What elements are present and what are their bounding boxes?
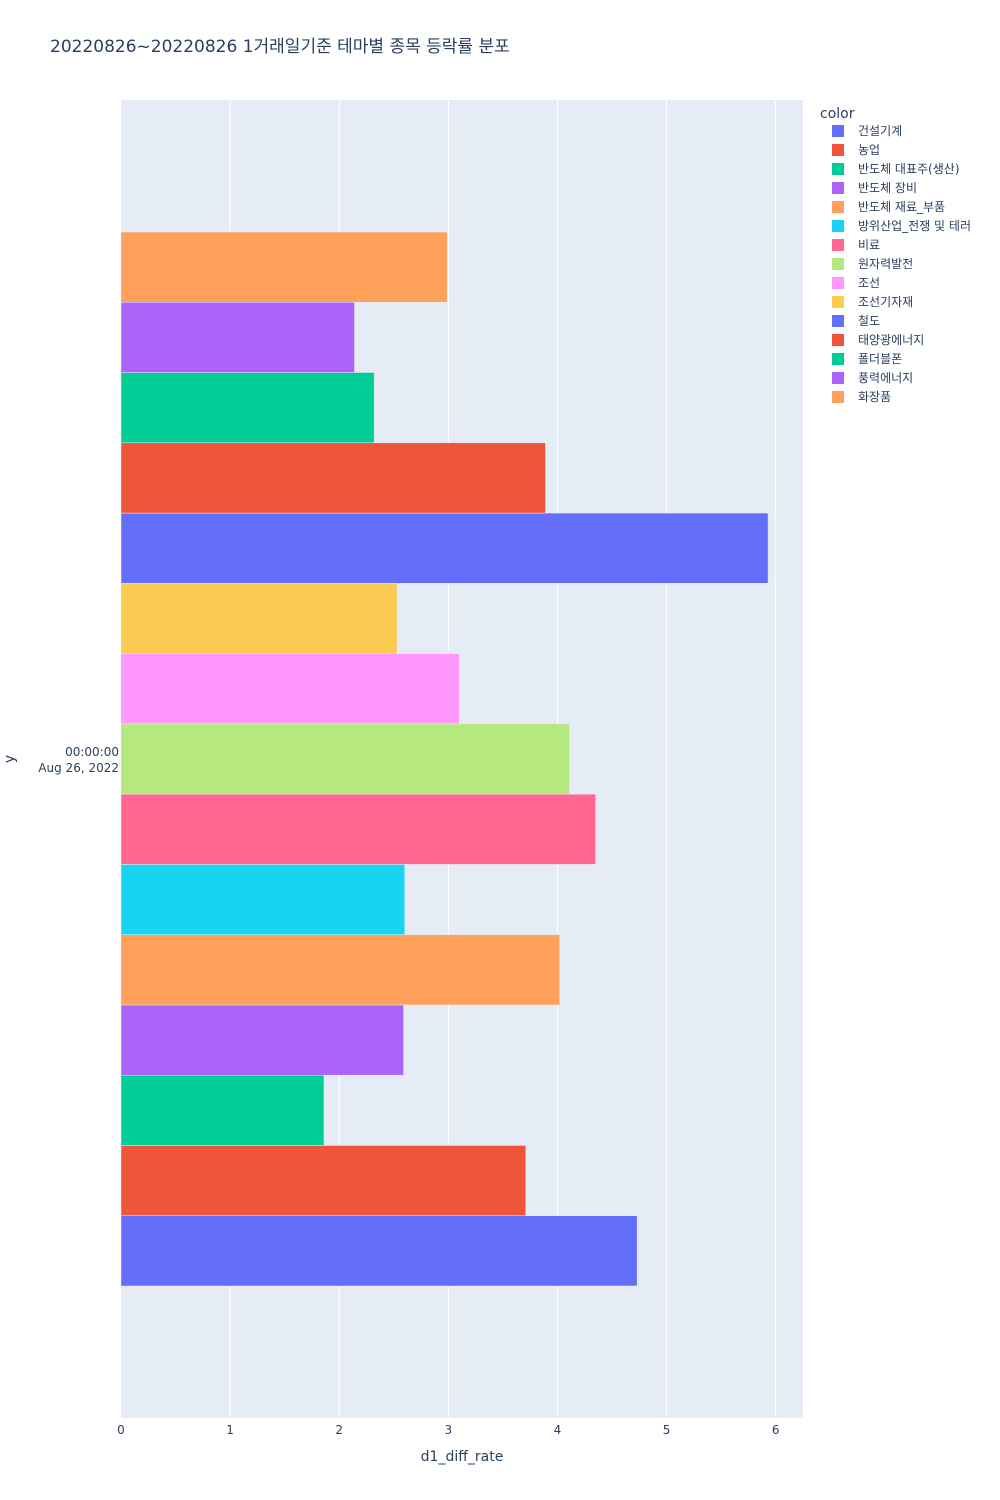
legend-swatch[interactable] xyxy=(832,144,844,156)
legend-swatch[interactable] xyxy=(832,201,844,213)
legend-label[interactable]: 비료 xyxy=(858,238,880,252)
legend-label[interactable]: 원자력발전 xyxy=(858,257,913,271)
legend-swatch[interactable] xyxy=(832,353,844,365)
legend-swatch[interactable] xyxy=(832,334,844,346)
x-tick-label: 5 xyxy=(663,1423,671,1437)
legend-label[interactable]: 반도체 장비 xyxy=(858,181,917,195)
y-tick-label-time: 00:00:00 xyxy=(65,745,119,759)
legend-label[interactable]: 조선 xyxy=(858,276,880,290)
chart-title: 20220826~20220826 1거래일기준 테마별 종목 등락률 분포 xyxy=(50,37,510,57)
x-tick-label: 1 xyxy=(226,1423,234,1437)
legend-label[interactable]: 폴더블폰 xyxy=(858,352,902,366)
legend-swatch[interactable] xyxy=(832,296,844,308)
legend-label[interactable]: 조선기자재 xyxy=(858,295,913,309)
legend-label[interactable]: 화장품 xyxy=(858,390,891,404)
bar-3[interactable] xyxy=(120,1074,325,1146)
bar-6[interactable] xyxy=(120,864,405,935)
legend-swatch[interactable] xyxy=(832,163,844,175)
legend-label[interactable]: 반도체 재료_부품 xyxy=(858,200,945,214)
bar-7[interactable] xyxy=(120,793,596,865)
legend-swatch[interactable] xyxy=(832,239,844,251)
bar-2[interactable] xyxy=(120,1145,527,1216)
x-tick-label: 4 xyxy=(554,1423,562,1437)
bar-14[interactable] xyxy=(120,302,355,373)
bar-8[interactable] xyxy=(120,723,570,795)
bar-5[interactable] xyxy=(120,934,560,1006)
legend-label[interactable]: 방위산업_전쟁 및 테러 xyxy=(858,219,971,233)
bar-13[interactable] xyxy=(120,372,375,444)
bar-10[interactable] xyxy=(120,583,398,654)
bar-4[interactable] xyxy=(120,1004,404,1076)
bar-12[interactable] xyxy=(120,442,546,514)
x-axis-ticks: 0 1 2 3 4 5 6 xyxy=(117,1423,779,1437)
legend-swatch[interactable] xyxy=(832,182,844,194)
x-tick-label: 2 xyxy=(335,1423,343,1437)
legend-swatch[interactable] xyxy=(832,258,844,270)
bar-15[interactable] xyxy=(120,231,448,303)
legend-swatch[interactable] xyxy=(832,315,844,327)
legend-swatch[interactable] xyxy=(832,277,844,289)
x-tick-label: 6 xyxy=(772,1423,780,1437)
legend-swatch[interactable] xyxy=(832,391,844,403)
y-axis-title: y xyxy=(2,755,18,763)
legend-label[interactable]: 풍력에너지 xyxy=(858,371,913,385)
x-axis-title: d1_diff_rate xyxy=(421,1449,504,1465)
bar-1[interactable] xyxy=(120,1215,638,1287)
legend-title: color xyxy=(820,106,855,122)
legend-swatch[interactable] xyxy=(832,125,844,137)
x-tick-label: 0 xyxy=(117,1423,125,1437)
x-tick-label: 3 xyxy=(445,1423,453,1437)
legend-label[interactable]: 철도 xyxy=(858,314,880,328)
legend-label[interactable]: 반도체 대표주(생산) xyxy=(858,162,960,176)
y-tick-label-date: Aug 26, 2022 xyxy=(38,761,119,775)
bar-11[interactable] xyxy=(120,512,769,584)
legend-label[interactable]: 태양광에너지 xyxy=(858,333,924,347)
bar-9[interactable] xyxy=(120,653,460,725)
bars xyxy=(120,231,769,1287)
legend-swatch[interactable] xyxy=(832,372,844,384)
legend-swatch[interactable] xyxy=(832,220,844,232)
legend-label[interactable]: 농업 xyxy=(858,143,880,157)
legend-label[interactable]: 건설기계 xyxy=(858,124,902,138)
